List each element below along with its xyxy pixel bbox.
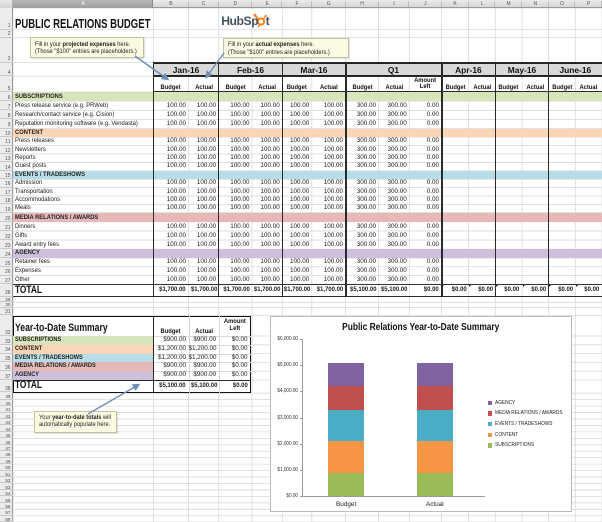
svg-text:HubSp: HubSp — [221, 14, 258, 28]
svg-text:t: t — [266, 14, 270, 28]
